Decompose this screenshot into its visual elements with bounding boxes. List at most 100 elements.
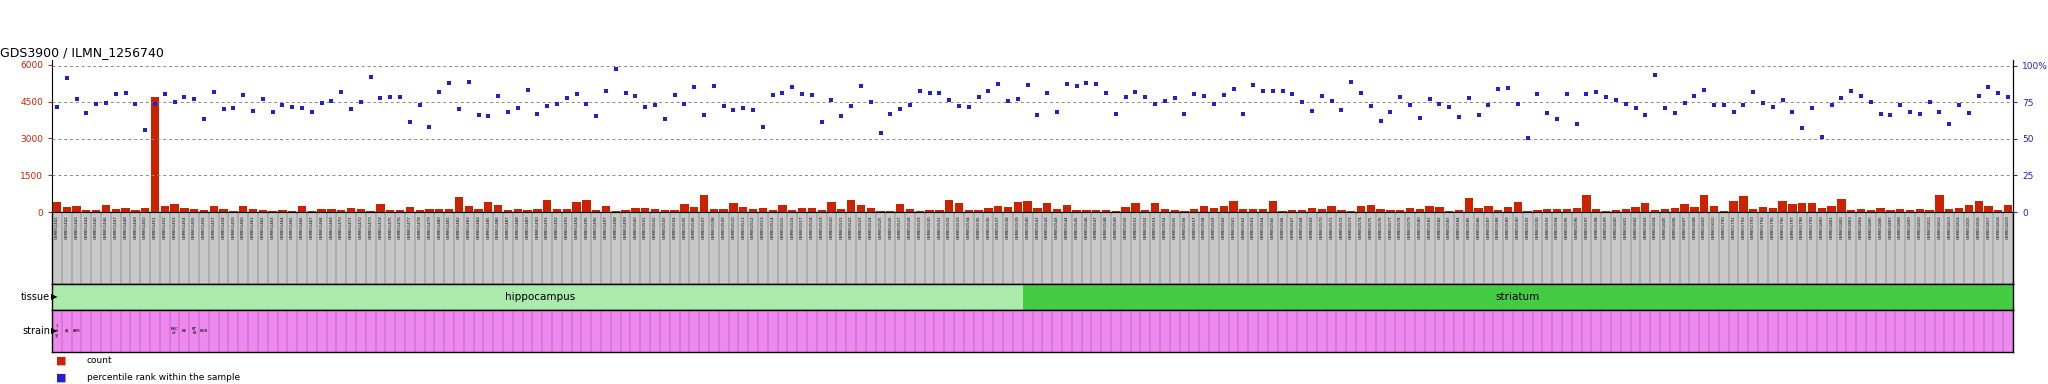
Text: GSM651568: GSM651568 xyxy=(1300,215,1305,239)
Text: GSM651516: GSM651516 xyxy=(791,215,795,239)
Text: GSM651463: GSM651463 xyxy=(270,215,274,239)
Bar xyxy=(2003,205,2013,212)
Bar xyxy=(778,205,786,212)
Text: GSM651457: GSM651457 xyxy=(211,215,215,239)
Point xyxy=(1659,110,1692,116)
Text: GSM651605: GSM651605 xyxy=(1663,215,1667,239)
Bar xyxy=(1837,199,1845,212)
Text: GSM651451: GSM651451 xyxy=(154,215,158,239)
Bar xyxy=(387,210,395,212)
Point xyxy=(1649,104,1681,111)
Point xyxy=(1452,95,1485,101)
Point xyxy=(1913,99,1946,105)
Text: GSM651481: GSM651481 xyxy=(446,215,451,239)
Point xyxy=(1237,82,1270,88)
Text: GSM651542: GSM651542 xyxy=(1044,215,1049,239)
Point xyxy=(1217,86,1249,92)
Text: GSM651527: GSM651527 xyxy=(899,215,901,239)
Point xyxy=(481,93,514,99)
Bar xyxy=(444,209,453,212)
Bar xyxy=(926,210,934,212)
Point xyxy=(1442,114,1475,120)
Bar xyxy=(1503,207,1511,212)
Point xyxy=(795,92,827,98)
Bar xyxy=(1485,206,1493,212)
Bar xyxy=(258,210,266,212)
Point xyxy=(119,101,152,107)
Text: GSM651545: GSM651545 xyxy=(1075,215,1079,239)
Text: GSM651549: GSM651549 xyxy=(1114,215,1118,239)
Text: GSM651446: GSM651446 xyxy=(104,215,109,239)
Text: GSM651806: GSM651806 xyxy=(1878,215,1882,239)
Bar xyxy=(1788,204,1796,212)
Bar xyxy=(317,209,326,212)
Point xyxy=(1571,91,1604,97)
Point xyxy=(1128,94,1161,100)
Text: GSM651550: GSM651550 xyxy=(1124,215,1128,239)
Point xyxy=(1276,91,1309,97)
Text: GSM651506: GSM651506 xyxy=(692,215,696,239)
Text: GSM651797: GSM651797 xyxy=(1790,215,1794,239)
Point xyxy=(952,104,985,110)
Bar xyxy=(1219,206,1229,212)
Bar xyxy=(250,209,258,212)
Text: GSM651489: GSM651489 xyxy=(526,215,530,239)
Bar xyxy=(905,209,913,212)
Point xyxy=(1069,80,1102,86)
Text: GSM651487: GSM651487 xyxy=(506,215,510,239)
Text: GSM651508: GSM651508 xyxy=(713,215,717,239)
Bar xyxy=(494,205,502,212)
Text: GSM651588: GSM651588 xyxy=(1497,215,1501,239)
Bar xyxy=(152,97,160,212)
Text: GDS3900 / ILMN_1256740: GDS3900 / ILMN_1256740 xyxy=(0,46,164,59)
Point xyxy=(1962,93,1995,99)
Bar xyxy=(582,200,590,212)
Text: GSM651531: GSM651531 xyxy=(938,215,942,239)
Text: striatum: striatum xyxy=(1495,292,1540,302)
Bar xyxy=(328,209,336,212)
Point xyxy=(1747,100,1780,106)
Point xyxy=(1669,100,1702,106)
Text: GSM651464: GSM651464 xyxy=(281,215,285,239)
Text: GSM651802: GSM651802 xyxy=(1839,215,1843,239)
Point xyxy=(1030,90,1063,96)
Bar xyxy=(553,209,561,212)
Text: GSM651471: GSM651471 xyxy=(348,215,352,239)
Text: GSM651507: GSM651507 xyxy=(702,215,707,239)
Text: GSM651537: GSM651537 xyxy=(995,215,999,239)
Bar xyxy=(1640,203,1649,212)
Text: GSM651555: GSM651555 xyxy=(1174,215,1178,239)
Point xyxy=(1864,111,1896,118)
Point xyxy=(1149,98,1182,104)
Text: GSM651569: GSM651569 xyxy=(1311,215,1315,239)
Text: GSM651553: GSM651553 xyxy=(1153,215,1157,239)
Point xyxy=(1874,112,1907,118)
Text: ■: ■ xyxy=(55,356,68,366)
Text: GSM651501: GSM651501 xyxy=(643,215,647,239)
Text: GSM651574: GSM651574 xyxy=(1360,215,1364,239)
Bar xyxy=(838,209,846,212)
Point xyxy=(1708,101,1741,108)
Point xyxy=(1815,103,1847,109)
Point xyxy=(442,106,475,112)
Bar xyxy=(1348,211,1356,212)
Text: GSM651548: GSM651548 xyxy=(1104,215,1108,239)
Bar xyxy=(1042,203,1051,212)
Text: GSM651577: GSM651577 xyxy=(1389,215,1393,239)
Bar xyxy=(662,210,670,212)
Bar xyxy=(602,206,610,212)
Text: GSM651600: GSM651600 xyxy=(1614,215,1618,239)
Bar xyxy=(1278,211,1286,212)
Point xyxy=(1473,102,1505,108)
Text: GSM651570: GSM651570 xyxy=(1319,215,1323,239)
Bar xyxy=(51,284,1022,310)
Point xyxy=(188,116,221,122)
Bar xyxy=(1141,210,1149,212)
Bar xyxy=(799,208,807,212)
Text: GSM651608: GSM651608 xyxy=(1692,215,1696,239)
Text: GSM651815: GSM651815 xyxy=(1966,215,1970,239)
Bar xyxy=(1180,210,1188,212)
Point xyxy=(1090,89,1122,96)
Text: GSM651541: GSM651541 xyxy=(1036,215,1040,239)
Bar xyxy=(1446,210,1454,212)
